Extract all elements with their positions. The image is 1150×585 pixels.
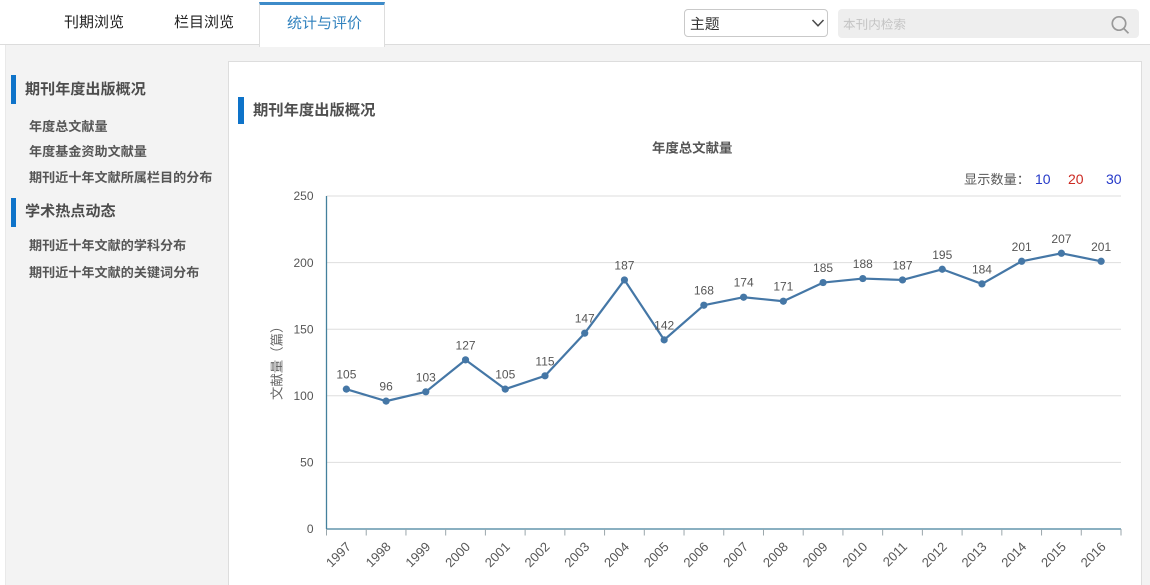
svg-text:187: 187 (892, 258, 912, 272)
svg-text:2000: 2000 (442, 539, 473, 570)
svg-text:2014: 2014 (998, 539, 1029, 570)
svg-text:105: 105 (495, 368, 515, 382)
svg-text:2012: 2012 (919, 539, 950, 570)
svg-text:96: 96 (379, 380, 393, 394)
svg-text:2015: 2015 (1038, 539, 1069, 570)
svg-text:201: 201 (1091, 240, 1111, 254)
svg-text:147: 147 (575, 312, 595, 326)
svg-text:150: 150 (293, 322, 313, 336)
svg-text:2004: 2004 (601, 539, 632, 570)
svg-text:0: 0 (307, 522, 314, 536)
svg-text:1999: 1999 (402, 539, 433, 570)
svg-text:250: 250 (293, 189, 313, 203)
svg-text:174: 174 (734, 276, 754, 290)
svg-text:2003: 2003 (561, 539, 592, 570)
svg-text:105: 105 (336, 368, 356, 382)
svg-text:2006: 2006 (680, 539, 711, 570)
svg-text:2009: 2009 (800, 539, 831, 570)
svg-text:115: 115 (535, 354, 554, 368)
svg-text:2011: 2011 (880, 539, 910, 569)
svg-text:142: 142 (654, 318, 674, 332)
svg-text:2008: 2008 (760, 539, 791, 570)
svg-text:2002: 2002 (522, 539, 553, 570)
svg-text:1998: 1998 (363, 539, 394, 570)
svg-text:127: 127 (456, 338, 476, 352)
svg-text:187: 187 (614, 258, 634, 272)
svg-text:103: 103 (416, 370, 436, 384)
svg-text:1997: 1997 (323, 539, 354, 570)
svg-text:2013: 2013 (959, 539, 990, 570)
svg-text:184: 184 (972, 262, 992, 276)
svg-text:171: 171 (773, 280, 793, 294)
svg-text:188: 188 (853, 257, 873, 271)
svg-text:50: 50 (300, 456, 314, 470)
svg-text:2010: 2010 (839, 539, 870, 570)
svg-text:2005: 2005 (641, 539, 672, 570)
svg-text:207: 207 (1051, 232, 1071, 246)
svg-text:200: 200 (293, 256, 313, 270)
svg-text:2016: 2016 (1078, 539, 1109, 570)
svg-text:100: 100 (293, 389, 313, 403)
svg-text:168: 168 (694, 284, 714, 298)
svg-text:185: 185 (813, 261, 833, 275)
svg-text:2001: 2001 (482, 539, 513, 570)
svg-text:201: 201 (1012, 240, 1032, 254)
svg-text:195: 195 (932, 248, 952, 262)
svg-text:2007: 2007 (720, 539, 751, 570)
